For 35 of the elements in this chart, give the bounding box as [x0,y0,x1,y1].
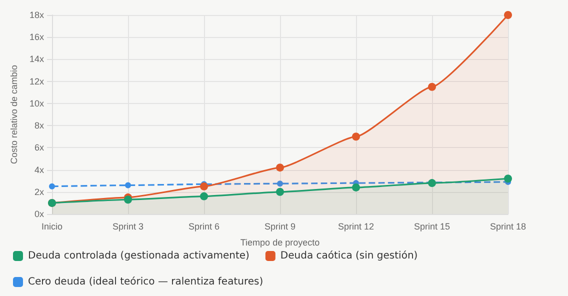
point [276,188,284,196]
point [504,174,512,183]
legend-label: Cero deuda (ideal teórico — ralentiza features) [28,276,264,288]
y-tick-label: 12x [29,76,44,86]
point [200,182,208,190]
point [352,132,360,141]
x-tick-label: Sprint 12 [338,222,374,232]
y-tick-label: 8x [34,120,44,131]
point [352,183,360,192]
y-tick-label: 10x [29,98,44,108]
y-tick-label: 14x [29,54,44,64]
x-tick-label: Sprint 15 [414,222,450,232]
legend-label: Deuda caótica (sin gestión) [280,250,418,262]
x-tick-label: Sprint 9 [264,222,296,232]
point [277,180,283,187]
legend-label: Deuda controlada (gestionada activamente) [28,250,250,262]
y-tick-label: 18x [29,10,44,20]
y-axis-title: Costo relativo de cambio [9,64,20,164]
x-tick-label: Sprint 6 [188,222,220,232]
y-tick-label: 16x [29,32,44,42]
point [276,164,284,172]
point [200,192,208,200]
x-axis-title: Tiempo de proyecto [240,238,320,248]
y-tick-label: 4x [34,164,44,175]
point [49,183,55,190]
x-tick-label: Inicio [41,222,63,232]
point [125,182,131,188]
point [124,196,132,204]
y-tick-label: 0x [34,209,44,219]
point [504,11,512,19]
y-tick-label: 2x [34,186,44,197]
x-tick-label: Sprint 3 [112,222,144,232]
y-tick-label: 6x [34,142,44,153]
point [428,82,436,91]
x-tick-label: Sprint 18 [490,222,526,232]
